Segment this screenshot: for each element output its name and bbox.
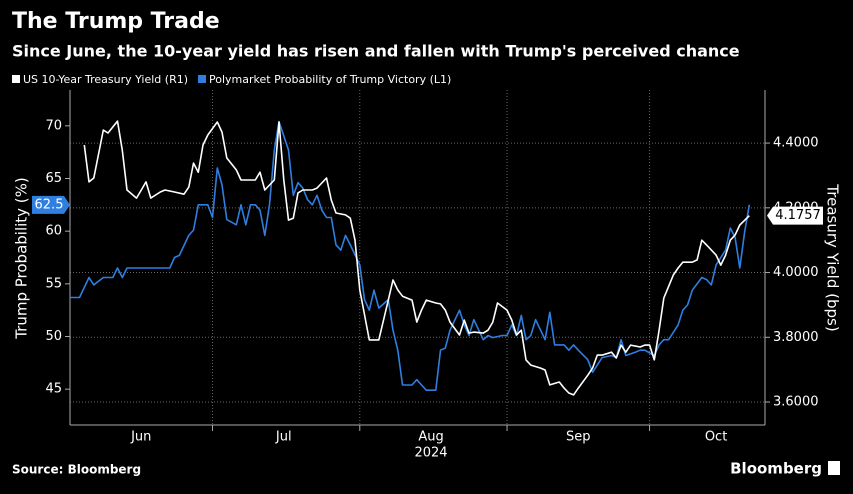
x-tick-label: Oct xyxy=(705,430,727,445)
x-tick-label: Aug xyxy=(418,430,443,445)
last-value-box xyxy=(32,195,70,214)
y-tick-label: 70 xyxy=(45,118,62,133)
chart-title: The Trump Trade xyxy=(12,9,220,34)
y2-tick-label: 3.8000 xyxy=(773,330,819,345)
x-tick-label: Sep xyxy=(566,430,591,445)
y-tick-label: 55 xyxy=(45,276,62,291)
y2-tick-label: 4.4000 xyxy=(773,136,819,151)
last-value-label: 62.5 xyxy=(35,197,64,212)
legend-label: US 10-Year Treasury Yield (R1) xyxy=(23,73,188,86)
y-axis-title: Trump Probability (%) xyxy=(13,177,31,340)
y2-tick-label: 3.6000 xyxy=(773,395,819,410)
series-line xyxy=(70,120,751,391)
x-axis-sublabel: 2024 xyxy=(414,446,447,461)
y-tick-label: 45 xyxy=(45,382,62,397)
y-tick-label: 50 xyxy=(45,329,62,344)
logo: Bloomberg xyxy=(730,460,822,478)
last-value-box xyxy=(767,206,823,225)
y-tick-label: 65 xyxy=(45,171,62,186)
legend-label: Polymarket Probability of Trump Victory … xyxy=(209,73,451,86)
y2-axis-title: Treasury Yield (bps) xyxy=(824,183,842,331)
last-value-label: 4.1757 xyxy=(775,208,821,223)
y-tick-label: 60 xyxy=(45,224,62,239)
logo-icon xyxy=(828,461,840,475)
legend-swatch xyxy=(198,75,207,83)
chart-subtitle: Since June, the 10-year yield has risen … xyxy=(12,42,740,61)
x-tick-label: Jun xyxy=(130,430,151,445)
x-tick-label: Jul xyxy=(275,430,292,445)
source: Source: Bloomberg xyxy=(12,463,141,477)
legend-swatch xyxy=(12,75,20,83)
y2-tick-label: 4.0000 xyxy=(773,265,819,280)
series-line xyxy=(83,120,750,396)
